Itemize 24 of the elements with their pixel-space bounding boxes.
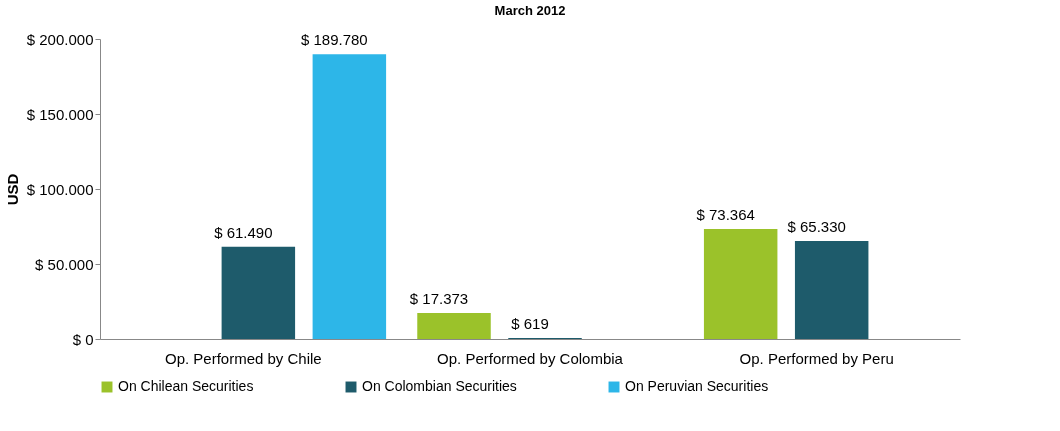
legend-label: On Chilean Securities: [118, 378, 254, 394]
x-tick-label: Op. Performed by Colombia: [437, 349, 624, 367]
bar: [794, 241, 869, 339]
data-label: $ 61.490: [214, 223, 273, 241]
y-tick-label: $ 50.000: [35, 255, 94, 273]
y-tick-label: $ 100.000: [26, 180, 94, 198]
y-tick-label: $ 150.000: [26, 105, 94, 123]
y-axis-title: USD: [3, 173, 21, 206]
data-label: $ 619: [511, 315, 549, 333]
y-tick-label: $ 200.000: [26, 30, 94, 48]
bar: [703, 228, 778, 339]
x-tick-label: Op. Performed by Peru: [739, 349, 894, 367]
legend-label: On Peruvian Securities: [625, 378, 769, 394]
bar: [312, 54, 387, 339]
x-tick-label: Op. Performed by Chile: [164, 349, 322, 367]
bar: [417, 312, 491, 339]
legend-label: On Colombian Securities: [362, 378, 517, 394]
data-label: $ 17.373: [409, 289, 469, 307]
chart-title: March 2012: [494, 3, 566, 18]
data-label: $ 189.780: [300, 31, 368, 49]
data-label: $ 65.330: [787, 218, 846, 236]
data-label: $ 73.364: [696, 205, 755, 223]
bar: [221, 246, 296, 339]
y-tick-label: $ 0: [72, 330, 94, 348]
